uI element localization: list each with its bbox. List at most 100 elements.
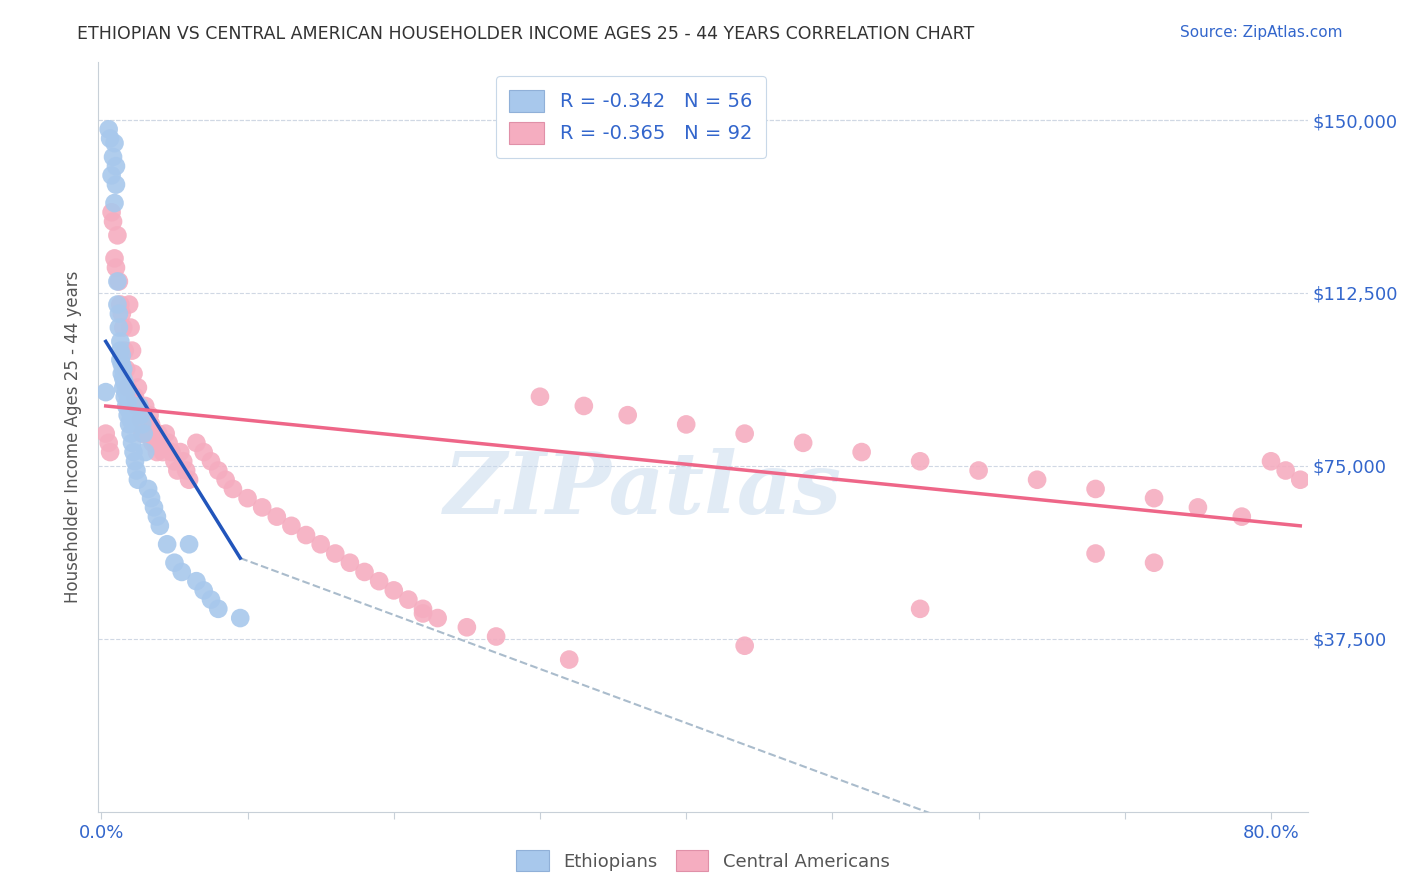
Point — [120, 413, 142, 427]
Point — [112, 371, 135, 385]
Point — [117, 380, 139, 394]
Point — [323, 547, 346, 561]
Point — [426, 611, 449, 625]
Point — [382, 583, 405, 598]
Point — [108, 307, 131, 321]
Point — [100, 169, 122, 183]
Point — [155, 426, 177, 441]
Point — [186, 574, 208, 589]
Point — [193, 583, 215, 598]
Point — [125, 399, 148, 413]
Point — [94, 426, 117, 441]
Point — [141, 435, 163, 450]
Point — [1143, 556, 1166, 570]
Point — [250, 500, 273, 515]
Point — [132, 426, 155, 441]
Text: ETHIOPIAN VS CENTRAL AMERICAN HOUSEHOLDER INCOME AGES 25 - 44 YEARS CORRELATION : ETHIOPIAN VS CENTRAL AMERICAN HOUSEHOLDE… — [77, 25, 974, 43]
Point — [309, 537, 332, 551]
Point — [529, 390, 551, 404]
Point — [1289, 473, 1312, 487]
Point — [412, 602, 434, 616]
Point — [139, 417, 162, 432]
Point — [908, 454, 931, 468]
Point — [122, 445, 145, 459]
Point — [131, 417, 153, 432]
Point — [107, 228, 129, 243]
Point — [396, 592, 419, 607]
Point — [110, 343, 132, 358]
Point — [135, 417, 157, 432]
Point — [143, 426, 166, 441]
Point — [115, 362, 138, 376]
Point — [111, 348, 134, 362]
Point — [792, 435, 814, 450]
Point — [177, 537, 200, 551]
Point — [101, 214, 124, 228]
Point — [200, 454, 222, 468]
Point — [129, 413, 152, 427]
Point — [107, 275, 129, 289]
Point — [124, 390, 146, 404]
Point — [456, 620, 478, 634]
Point — [111, 367, 134, 381]
Point — [114, 376, 136, 390]
Point — [136, 426, 159, 441]
Point — [214, 473, 236, 487]
Point — [114, 390, 136, 404]
Point — [200, 592, 222, 607]
Point — [103, 252, 125, 266]
Point — [127, 473, 149, 487]
Point — [121, 435, 143, 450]
Point — [110, 352, 132, 367]
Y-axis label: Householder Income Ages 25 - 44 years: Householder Income Ages 25 - 44 years — [65, 271, 83, 603]
Point — [675, 417, 697, 432]
Point — [104, 260, 127, 275]
Point — [166, 463, 188, 477]
Point — [1143, 491, 1166, 505]
Point — [170, 565, 193, 579]
Point — [128, 399, 150, 413]
Point — [1260, 454, 1282, 468]
Legend: R = -0.342   N = 56, R = -0.365   N = 92: R = -0.342 N = 56, R = -0.365 N = 92 — [496, 76, 766, 158]
Point — [112, 380, 135, 394]
Point — [295, 528, 318, 542]
Point — [163, 556, 186, 570]
Point — [121, 343, 143, 358]
Point — [558, 652, 581, 666]
Point — [103, 136, 125, 150]
Point — [117, 408, 139, 422]
Point — [236, 491, 259, 505]
Point — [207, 463, 229, 477]
Point — [118, 297, 141, 311]
Point — [1230, 509, 1253, 524]
Point — [1026, 473, 1049, 487]
Point — [148, 426, 170, 441]
Point — [131, 426, 153, 441]
Point — [118, 403, 141, 417]
Point — [222, 482, 245, 496]
Point — [104, 178, 127, 192]
Point — [97, 122, 120, 136]
Point — [734, 639, 756, 653]
Point — [94, 385, 117, 400]
Point — [114, 343, 136, 358]
Point — [169, 445, 191, 459]
Point — [110, 334, 132, 349]
Point — [111, 358, 134, 372]
Point — [156, 537, 179, 551]
Point — [177, 473, 200, 487]
Point — [186, 435, 208, 450]
Point — [136, 482, 159, 496]
Point — [134, 399, 156, 413]
Point — [128, 399, 150, 413]
Point — [120, 426, 142, 441]
Point — [120, 320, 142, 334]
Point — [485, 630, 508, 644]
Point — [229, 611, 252, 625]
Point — [146, 509, 169, 524]
Point — [108, 320, 131, 334]
Point — [152, 445, 174, 459]
Point — [115, 399, 138, 413]
Point — [967, 463, 990, 477]
Point — [108, 275, 131, 289]
